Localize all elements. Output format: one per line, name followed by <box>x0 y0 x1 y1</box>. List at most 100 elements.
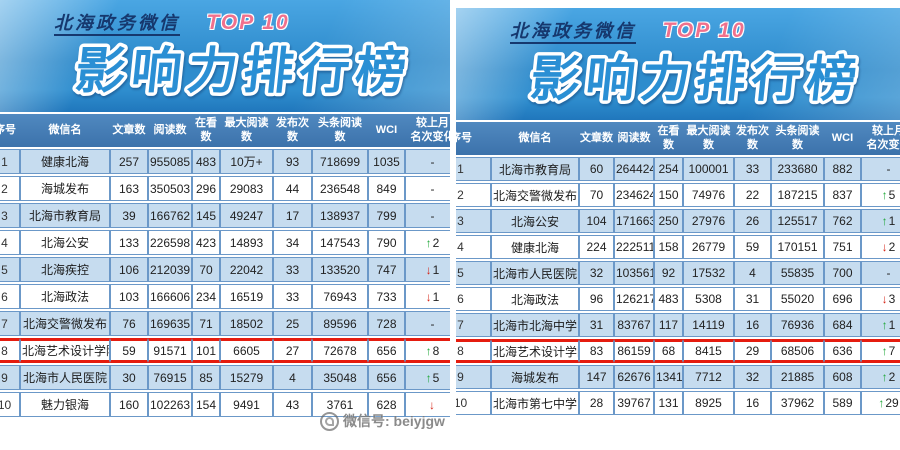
value-cell: 89596 <box>312 311 368 336</box>
arrow-up-icon: ↑ <box>878 396 885 410</box>
rank-change-cell: - <box>405 203 450 228</box>
rank-change-cell: ↓ <box>405 392 450 417</box>
rank-change-cell: ↑2 <box>405 230 450 255</box>
value-cell: 423 <box>192 230 220 255</box>
table-row: 3 北海市教育局 39 166762 145 49247 17 138937 799- <box>0 203 450 228</box>
value-cell: 222511 <box>614 235 654 259</box>
value-cell: 104 <box>579 209 614 233</box>
banner-subtitle-art: 影响力排行榜 <box>69 40 418 103</box>
value-cell: 100001 <box>683 157 734 181</box>
rank-cell: 3 <box>0 203 20 228</box>
value-cell: 106 <box>110 257 148 282</box>
value-cell: 17532 <box>683 261 734 285</box>
account-name-cell: 北海公安 <box>491 209 579 233</box>
table-row: 8北海艺术设计学院83861596884152968506636↑7 <box>456 339 900 363</box>
column-header: 在看数 <box>192 114 220 147</box>
rank-cell: 5 <box>0 257 20 282</box>
column-header: 序号 <box>456 122 491 155</box>
rank-cell: 3 <box>456 209 491 233</box>
rank-cell: 1 <box>456 157 491 181</box>
account-name-cell: 北海艺术设计学院 <box>491 339 579 363</box>
column-header: 文章数 <box>579 122 614 155</box>
value-cell: 55835 <box>771 261 824 285</box>
value-cell: 55020 <box>771 287 824 311</box>
value-cell: 226598 <box>148 230 192 255</box>
value-cell: 636 <box>824 339 861 363</box>
banner-subtitle-art: 影响力排行榜 <box>524 48 868 110</box>
column-header: 微信名 <box>491 122 579 155</box>
rank-change-cell: - <box>405 311 450 336</box>
value-cell: 92 <box>654 261 683 285</box>
rank-cell: 7 <box>0 311 20 336</box>
value-cell: 32 <box>579 261 614 285</box>
value-cell: 18502 <box>220 311 273 336</box>
value-cell: 751 <box>824 235 861 259</box>
value-cell: 9491 <box>220 392 273 417</box>
watermark-text: 微信号: beiyjgw <box>343 413 445 429</box>
value-cell: 17 <box>273 203 312 228</box>
value-cell: 589 <box>824 391 861 415</box>
rank-cell: 7 <box>456 313 491 337</box>
value-cell: 350503 <box>148 176 192 201</box>
value-cell: 656 <box>368 365 405 390</box>
table-row: 6 北海政法 96 126217 483 5308 31 55020 696 ↓3 <box>456 287 900 311</box>
column-header: 发布次数 <box>734 122 771 155</box>
account-name-cell: 北海市教育局 <box>491 157 579 181</box>
table-row: 1 北海市教育局 60 264424 254 100001 33 233680 882- <box>456 157 900 181</box>
rank-change-cell: ↑5 <box>861 183 900 207</box>
header-row: 序号微信名文章数阅读数在看数最大阅读数发布次数头条阅读数WCI较上月名次变化 <box>0 114 450 147</box>
value-cell: 250 <box>654 209 683 233</box>
arrow-up-icon: ↑ <box>881 344 888 358</box>
rank-change-cell: ↑7 <box>861 339 900 363</box>
value-cell: 101 <box>192 338 220 363</box>
banner-subtitle: 影响力排行榜 <box>73 43 415 99</box>
value-cell: 733 <box>368 284 405 309</box>
value-cell: 4 <box>734 261 771 285</box>
table-row: 4 健康北海 224 222511 158 26779 59 170151 751 ↓2 <box>456 235 900 259</box>
column-header: 较上月名次变化 <box>405 114 450 147</box>
value-cell: 483 <box>192 149 220 174</box>
table-row: 1 健康北海 257 955085 483 10万+ 93 718699 1035- <box>0 149 450 174</box>
value-cell: 29 <box>734 339 771 363</box>
value-cell: 628 <box>368 392 405 417</box>
account-name-cell: 北海市教育局 <box>20 203 110 228</box>
rank-change-cell: ↓1 <box>405 257 450 282</box>
account-name-cell: 海城发布 <box>20 176 110 201</box>
rank-cell: 10 <box>456 391 491 415</box>
column-header: 文章数 <box>110 114 148 147</box>
value-cell: 29083 <box>220 176 273 201</box>
value-cell: 31 <box>579 313 614 337</box>
rank-cell: 4 <box>0 230 20 255</box>
rank-cell: 10 <box>0 392 20 417</box>
value-cell: 22042 <box>220 257 273 282</box>
top10-badge: TOP 10 <box>206 11 290 34</box>
rank-change-cell: ↑5 <box>405 365 450 390</box>
value-cell: 236548 <box>312 176 368 201</box>
arrow-up-icon: ↑ <box>881 318 888 332</box>
value-cell: 166606 <box>148 284 192 309</box>
top10-badge: TOP 10 <box>662 19 746 42</box>
table-row: 5 北海市人民医院 32 103561 92 17532 4 55835 700- <box>456 261 900 285</box>
value-cell: 59 <box>110 338 148 363</box>
value-cell: 62676 <box>614 365 654 389</box>
value-cell: 76915 <box>148 365 192 390</box>
value-cell: 44 <box>273 176 312 201</box>
table-row: 2 海城发布 163 350503 296 29083 44 236548 849- <box>0 176 450 201</box>
value-cell: 1035 <box>368 149 405 174</box>
table-row: 7 北海市北海中学 31 83767 117 14119 16 76936 684 ↑1 <box>456 313 900 337</box>
table-body: 1 北海市教育局 60 264424 254 100001 33 233680 882-2 北海交… <box>456 157 900 415</box>
rank-change-cell: - <box>861 261 900 285</box>
account-name-cell: 北海市人民医院 <box>491 261 579 285</box>
value-cell: 154 <box>192 392 220 417</box>
value-cell: 21885 <box>771 365 824 389</box>
value-cell: 483 <box>654 287 683 311</box>
value-cell: 27976 <box>683 209 734 233</box>
table-row: 4 北海公安 133 226598 423 14893 34 147543 790 ↑2 <box>0 230 450 255</box>
column-header: 最大阅读数 <box>220 114 273 147</box>
banner-title: 北海政务微信 <box>510 21 636 44</box>
table-row: 6 北海政法 103 166606 234 16519 33 76943 733 ↓1 <box>0 284 450 309</box>
value-cell: 1341 <box>654 365 683 389</box>
value-cell: 145 <box>192 203 220 228</box>
value-cell: 882 <box>824 157 861 181</box>
